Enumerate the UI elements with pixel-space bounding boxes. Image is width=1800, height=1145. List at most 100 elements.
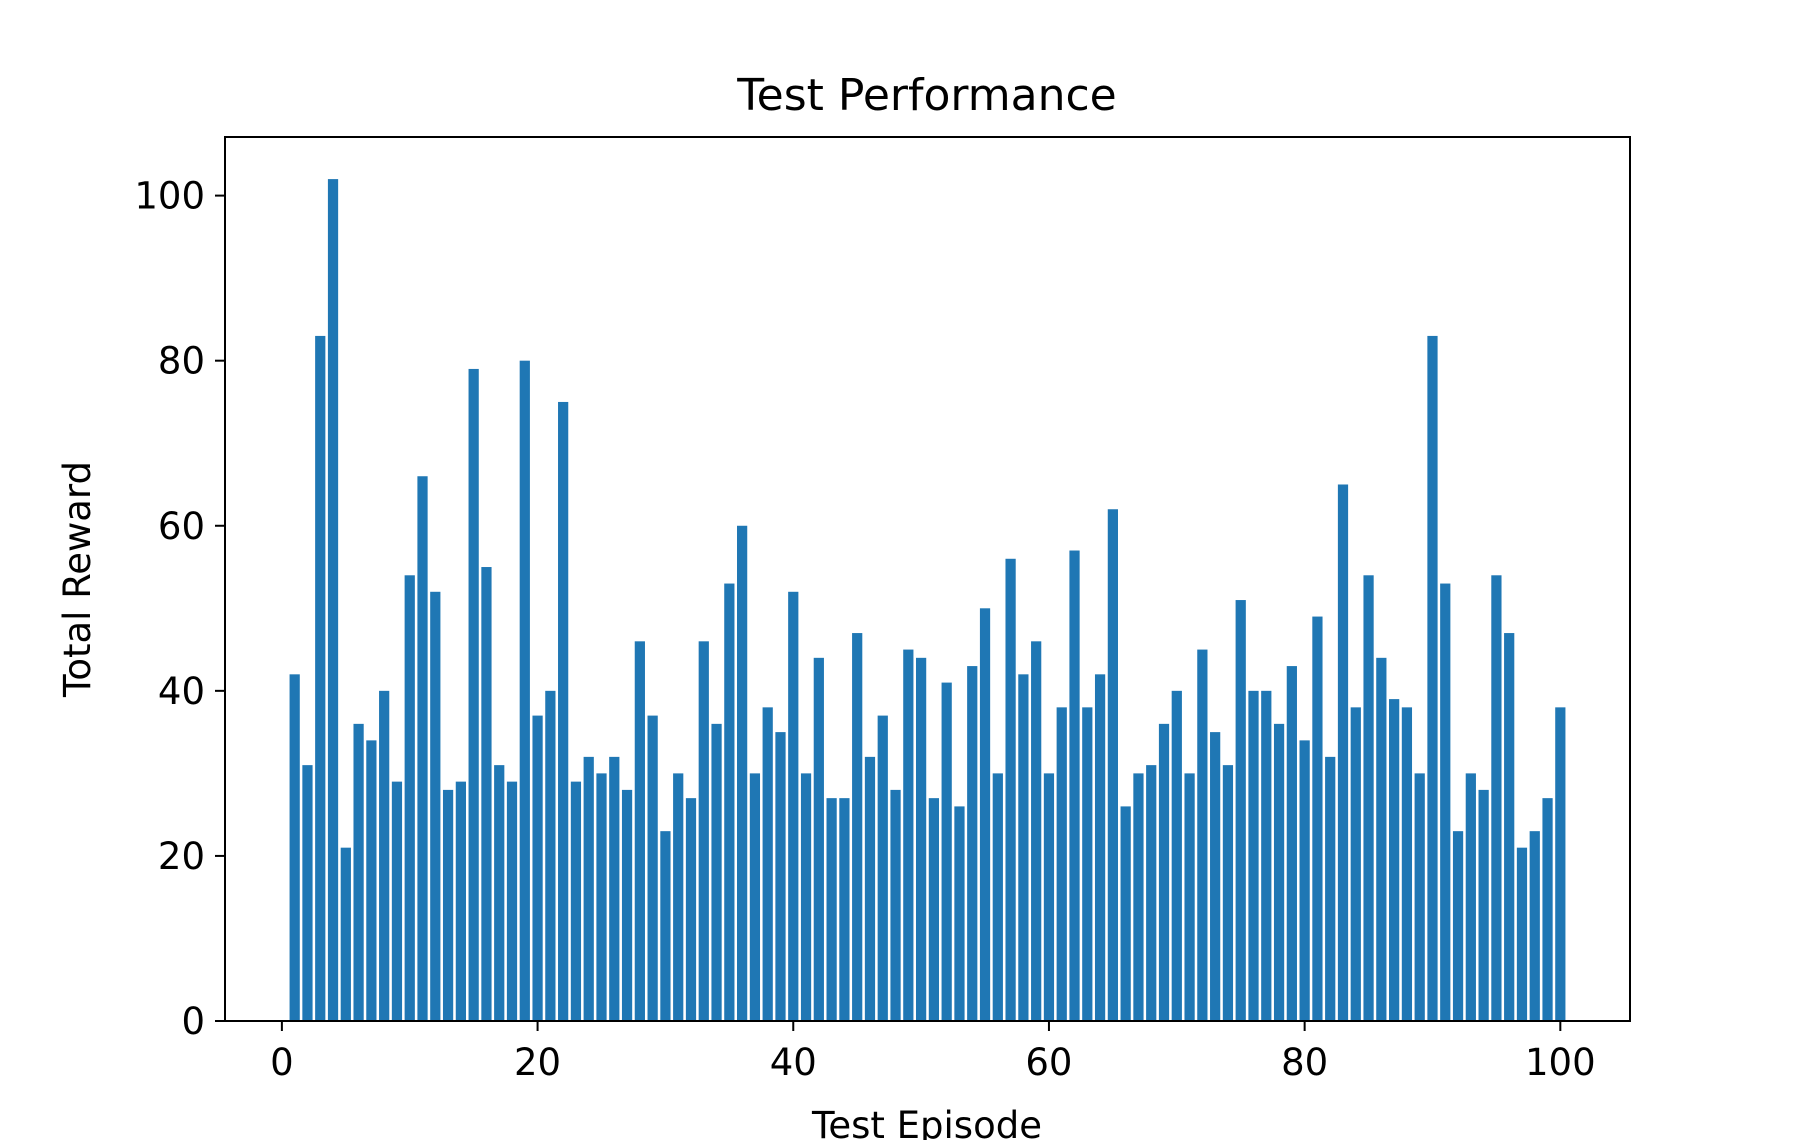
bar-episode-59: [1031, 641, 1042, 1021]
bar-episode-47: [877, 715, 888, 1021]
bar-episode-83: [1337, 484, 1349, 1021]
bar-episode-26: [609, 756, 620, 1021]
bar-episode-23: [570, 781, 582, 1021]
y-tick-label: 20: [158, 835, 205, 878]
bar-episode-11: [417, 476, 428, 1021]
bar-episode-39: [775, 732, 786, 1021]
x-tick-label: 80: [1281, 1041, 1328, 1084]
bar-episode-9: [391, 781, 403, 1021]
x-tick-label: 40: [770, 1041, 817, 1084]
y-tick-label: 100: [134, 175, 205, 218]
bar-episode-19: [519, 360, 530, 1021]
bar-episode-5: [340, 847, 351, 1021]
y-tick-label: 60: [158, 505, 205, 548]
bar-episode-27: [621, 789, 633, 1021]
bar-episode-37: [749, 773, 761, 1021]
bar-episode-96: [1504, 633, 1515, 1021]
bar-episode-89: [1414, 773, 1425, 1021]
bar-episode-38: [762, 707, 773, 1021]
y-tick-label: 0: [181, 1000, 205, 1043]
bar-episode-34: [711, 723, 722, 1021]
bar-episode-2: [302, 765, 313, 1021]
bar-episode-67: [1133, 773, 1144, 1021]
x-tick-label: 20: [514, 1041, 561, 1084]
x-tick-label: 60: [1025, 1041, 1072, 1084]
bar-episode-6: [353, 723, 364, 1021]
bar-episode-20: [532, 715, 543, 1021]
bar-episode-8: [379, 690, 390, 1021]
bar-episode-69: [1158, 723, 1170, 1021]
bar-episode-22: [558, 401, 569, 1021]
bar-episode-49: [903, 649, 914, 1021]
bar-episode-24: [583, 756, 594, 1021]
y-tick-label: 80: [158, 340, 205, 383]
bar-episode-75: [1235, 600, 1246, 1021]
bar-episode-93: [1465, 773, 1476, 1021]
bar-episode-17: [494, 765, 505, 1021]
bar-episode-97: [1516, 847, 1528, 1021]
bar-episode-41: [800, 773, 812, 1021]
bar-episode-99: [1542, 798, 1553, 1021]
bar-episode-13: [442, 789, 454, 1021]
bar-episode-54: [967, 666, 978, 1021]
bar-episode-100: [1555, 707, 1566, 1021]
x-axis-ticks: 0 20 40 60 80 100: [270, 1021, 1596, 1084]
bar-episode-42: [813, 657, 824, 1021]
bar-episode-77: [1261, 690, 1272, 1021]
bar-episode-66: [1120, 806, 1131, 1021]
bar-episode-81: [1312, 616, 1323, 1021]
bar-episode-53: [954, 806, 965, 1021]
bar-episode-78: [1273, 723, 1285, 1021]
bar-episode-76: [1248, 690, 1259, 1021]
bar-episode-4: [327, 179, 339, 1022]
bar-episode-46: [864, 756, 876, 1021]
bar-episode-92: [1452, 831, 1464, 1021]
bar-episode-86: [1376, 657, 1387, 1021]
bar-episode-32: [685, 798, 697, 1021]
x-axis-label: Test Episode: [811, 1104, 1042, 1140]
bar-episode-55: [979, 608, 991, 1021]
bar-episode-1: [289, 674, 300, 1021]
bar-episode-30: [660, 831, 671, 1021]
bar-episode-73: [1210, 732, 1221, 1021]
bar-episode-91: [1440, 583, 1451, 1021]
bar-episode-36: [737, 525, 748, 1021]
bar-episode-71: [1184, 773, 1195, 1021]
chart-title: Test Performance: [736, 70, 1116, 121]
bar-episode-79: [1286, 666, 1297, 1021]
y-tick-label: 40: [158, 670, 205, 713]
bar-episode-31: [673, 773, 684, 1021]
y-axis-label: Total Reward: [56, 461, 99, 698]
bar-episode-33: [698, 641, 709, 1021]
bar-episode-88: [1401, 707, 1413, 1021]
bar-episode-51: [928, 798, 940, 1021]
bar-episode-94: [1478, 789, 1489, 1021]
bar-episode-64: [1094, 674, 1106, 1021]
y-axis-ticks: 0 20 40 60 80 100: [134, 175, 225, 1043]
bar-episode-28: [634, 641, 645, 1021]
bar-episode-80: [1299, 740, 1310, 1021]
bar-episode-25: [596, 773, 607, 1021]
bar-episode-16: [481, 567, 492, 1021]
bar-episode-44: [839, 798, 850, 1021]
bar-episode-10: [404, 575, 415, 1021]
bar-episode-12: [430, 591, 441, 1021]
bar-episode-82: [1325, 756, 1336, 1021]
bar-episode-84: [1350, 707, 1361, 1021]
bar-episode-70: [1171, 690, 1182, 1021]
bars-layer: [289, 179, 1566, 1022]
bar-episode-40: [788, 591, 799, 1021]
plot-frame: [224, 136, 1631, 1022]
x-tick-label: 100: [1525, 1041, 1596, 1084]
bar-episode-58: [1018, 674, 1029, 1021]
bar-episode-45: [852, 633, 863, 1021]
bar-episode-15: [468, 368, 479, 1021]
bar-episode-95: [1491, 575, 1502, 1021]
bar-episode-65: [1107, 509, 1118, 1021]
bar-episode-56: [992, 773, 1003, 1021]
bar-episode-62: [1069, 550, 1080, 1021]
bar-episode-90: [1427, 335, 1438, 1021]
bar-episode-63: [1082, 707, 1093, 1021]
